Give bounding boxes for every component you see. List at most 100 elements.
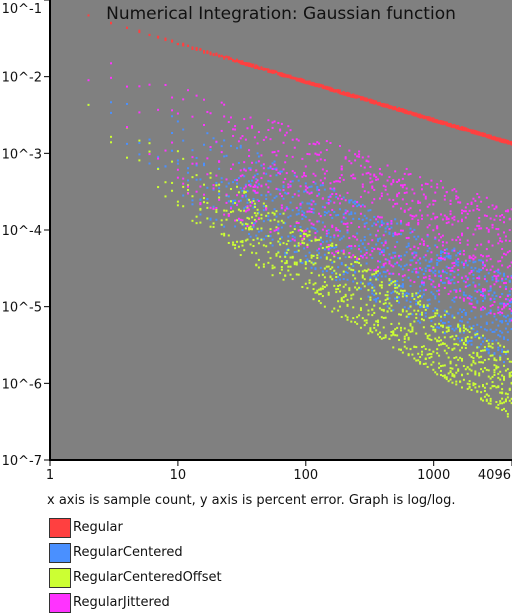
data-point <box>223 155 225 157</box>
data-point <box>446 277 448 279</box>
data-point <box>457 264 459 266</box>
data-point <box>505 254 507 256</box>
data-point <box>467 373 469 375</box>
data-point <box>425 348 427 350</box>
data-point <box>326 230 328 232</box>
data-point <box>230 207 232 209</box>
data-point <box>191 220 193 222</box>
data-point <box>371 331 373 333</box>
data-point <box>88 14 90 16</box>
data-point <box>388 232 390 234</box>
data-point <box>333 285 335 287</box>
data-point <box>215 207 217 209</box>
data-point <box>509 361 511 363</box>
data-point <box>492 354 494 356</box>
data-point <box>350 321 352 323</box>
data-point <box>326 87 328 89</box>
data-point <box>390 273 392 275</box>
data-point <box>499 215 501 217</box>
data-point <box>388 176 390 178</box>
data-point <box>313 200 315 202</box>
data-point <box>246 223 248 225</box>
data-point <box>453 347 455 349</box>
data-point <box>199 49 201 51</box>
data-point <box>223 139 225 141</box>
data-point <box>352 174 354 176</box>
data-point <box>303 172 305 174</box>
data-point <box>221 181 223 183</box>
data-point <box>277 122 279 124</box>
data-point <box>236 241 238 243</box>
data-point <box>314 292 316 294</box>
data-point <box>402 352 404 354</box>
data-point <box>450 213 452 215</box>
data-point <box>410 285 412 287</box>
data-point <box>406 203 408 205</box>
data-point <box>396 262 398 264</box>
data-point <box>497 334 499 336</box>
data-point <box>457 344 459 346</box>
data-point <box>497 275 499 277</box>
data-point <box>358 314 360 316</box>
data-point <box>421 269 423 271</box>
data-point <box>413 229 415 231</box>
data-point <box>309 234 311 236</box>
data-point <box>369 282 371 284</box>
data-point <box>471 327 473 329</box>
data-point <box>281 171 283 173</box>
data-point <box>236 194 238 196</box>
data-point <box>505 316 507 318</box>
data-point <box>348 199 350 201</box>
data-point <box>196 47 198 49</box>
data-point <box>448 380 450 382</box>
data-point <box>303 212 305 214</box>
data-point <box>251 162 253 164</box>
data-point <box>356 289 358 291</box>
data-point <box>369 279 371 281</box>
data-point <box>286 252 288 254</box>
data-point <box>265 183 267 185</box>
data-point <box>360 255 362 257</box>
data-point <box>203 184 205 186</box>
data-point <box>410 279 412 281</box>
data-point <box>453 376 455 378</box>
data-point <box>442 244 444 246</box>
data-point <box>398 233 400 235</box>
data-point <box>474 261 476 263</box>
data-point <box>396 327 398 329</box>
data-point <box>341 168 343 170</box>
data-point <box>398 110 400 112</box>
data-point <box>283 242 285 244</box>
data-point <box>335 288 337 290</box>
data-point <box>388 279 390 281</box>
data-point <box>451 348 453 350</box>
data-point <box>415 294 417 296</box>
data-point <box>444 336 446 338</box>
legend-label-regular-jittered: RegularJittered <box>73 595 170 610</box>
data-point <box>499 237 501 239</box>
data-point <box>482 288 484 290</box>
data-point <box>283 198 285 200</box>
data-point <box>360 240 362 242</box>
data-point <box>149 153 151 155</box>
data-point <box>277 252 279 254</box>
data-point <box>362 277 364 279</box>
data-point <box>476 333 478 335</box>
data-point <box>221 145 223 147</box>
data-point <box>223 115 225 117</box>
data-point <box>492 245 494 247</box>
data-point <box>305 255 307 257</box>
data-point <box>446 311 448 313</box>
data-point <box>436 186 438 188</box>
data-point <box>471 337 473 339</box>
data-point <box>350 294 352 296</box>
data-point <box>492 279 494 281</box>
data-point <box>149 84 151 86</box>
data-point <box>430 291 432 293</box>
data-point <box>238 177 240 179</box>
data-point <box>507 251 509 253</box>
data-point <box>272 162 274 164</box>
plot-area <box>50 0 512 460</box>
data-point <box>400 208 402 210</box>
data-point <box>309 186 311 188</box>
